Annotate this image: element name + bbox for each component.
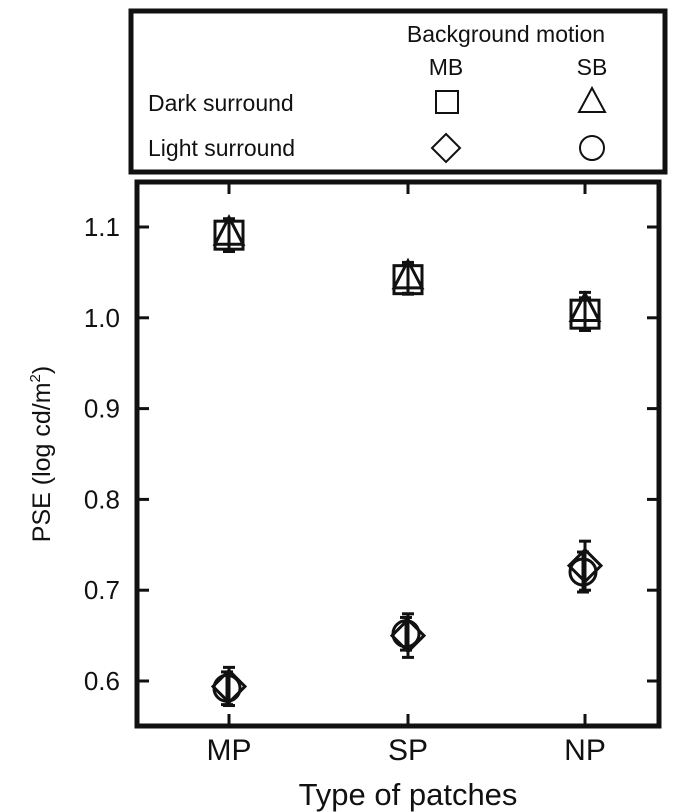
y-axis-label: PSE (log cd/m2): [27, 366, 56, 542]
triangle-marker: [212, 214, 246, 246]
circle-point: [568, 550, 598, 594]
plot-frame: [134, 179, 662, 729]
axis-ticks: [137, 182, 659, 726]
circle-marker: [212, 673, 242, 703]
y-axis-label-end: ): [28, 366, 56, 374]
triangle-point: [212, 214, 246, 252]
legend-square-icon: [435, 90, 459, 114]
circle-marker: [568, 557, 598, 587]
y-tick-label: 0.6: [84, 666, 120, 696]
legend-col-sb: SB: [577, 54, 608, 80]
legend-row-light: Light surround: [148, 135, 295, 161]
circle-point: [212, 670, 242, 707]
y-axis-label-superscript: 2: [27, 374, 44, 382]
triangle-marker: [568, 290, 602, 323]
triangle-point: [391, 257, 425, 295]
x-tick-label: SP: [388, 734, 428, 767]
diamond-point: [566, 539, 604, 592]
y-tick-label: 0.8: [84, 484, 120, 514]
circle-marker: [391, 619, 421, 649]
triangle-marker: [391, 257, 425, 290]
circle-point: [391, 615, 421, 652]
legend-row-dark: Dark surround: [148, 90, 294, 116]
legend-circle-icon: [579, 135, 605, 161]
x-tick-label: MP: [207, 734, 252, 767]
y-tick-labels: 0.6 0.7 0.8 0.9 1.0 1.1: [84, 212, 120, 696]
legend-header: Background motion: [407, 21, 605, 47]
y-tick-label: 0.9: [84, 394, 120, 424]
y-axis-label-main: PSE (log cd/m: [28, 382, 56, 542]
triangle-point: [568, 290, 602, 331]
legend-col-mb: MB: [429, 54, 464, 80]
legend: Background motion MB SB Dark surround Li…: [128, 8, 668, 175]
legend-diamond-icon: [430, 132, 462, 164]
x-tick-label: NP: [564, 734, 606, 767]
x-tick-labels: MP SP NP: [207, 734, 606, 767]
legend-triangle-icon: [577, 85, 607, 113]
data-markers: [210, 214, 604, 708]
y-tick-label: 1.0: [84, 303, 120, 333]
y-tick-label: 1.1: [84, 212, 120, 242]
legend-frame: [128, 8, 668, 175]
y-tick-label: 0.7: [84, 575, 120, 605]
x-axis-label: Type of patches: [299, 777, 518, 812]
diamond-marker: [566, 547, 604, 584]
